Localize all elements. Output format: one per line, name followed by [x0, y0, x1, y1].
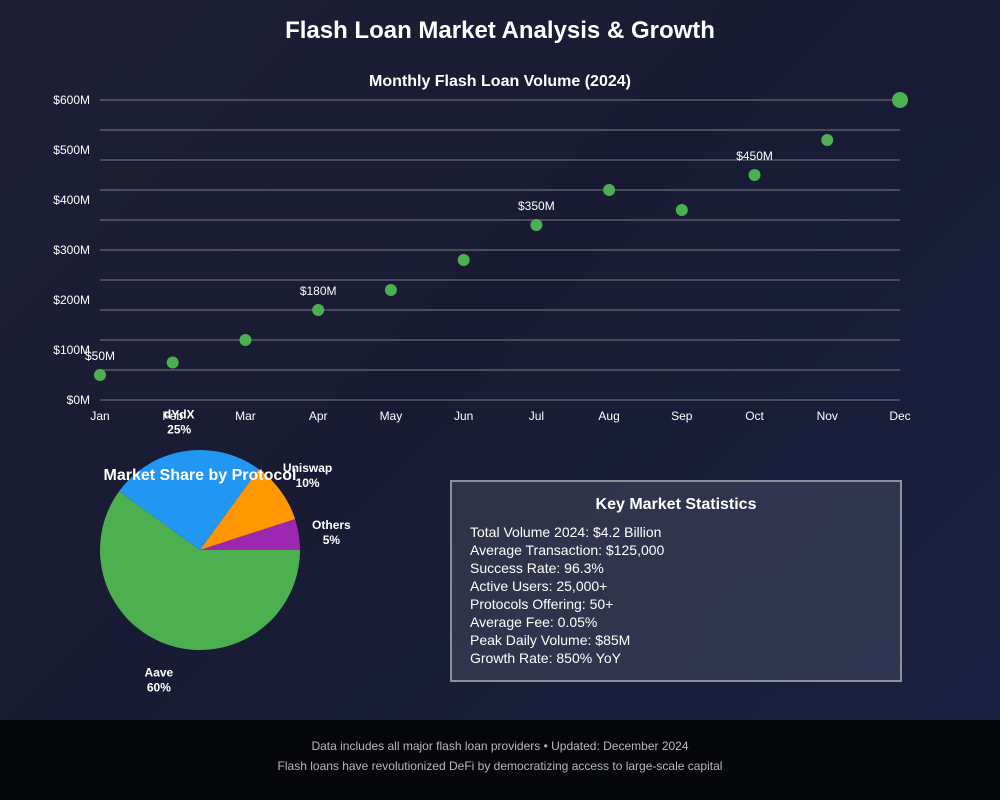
x-tick-label: Jun — [454, 409, 473, 423]
data-point — [239, 334, 252, 346]
data-label: $450M — [736, 149, 773, 163]
key-stats-panel: Key Market Statistics Total Volume 2024:… — [450, 480, 902, 682]
key-stats-title: Key Market Statistics — [595, 496, 757, 513]
data-label: $180M — [300, 284, 337, 298]
y-tick-label: $0M — [67, 393, 90, 407]
footer-note-1: Data includes all major flash loan provi… — [311, 739, 689, 753]
y-tick-label: $600M — [53, 93, 90, 107]
x-tick-label: Aug — [598, 409, 619, 423]
data-point — [892, 92, 908, 108]
pie-label-value: 25% — [167, 423, 191, 437]
x-tick-label: Feb — [162, 409, 183, 423]
key-stats-list: Total Volume 2024: $4.2 Billion Average … — [470, 523, 664, 667]
pie-label-name: Uniswap — [283, 461, 332, 475]
stat-item: Average Transaction: $125,000 — [470, 542, 665, 558]
y-tick-label: $100M — [53, 343, 90, 357]
data-label: $350M — [518, 199, 555, 213]
x-tick-label: Dec — [889, 409, 910, 423]
y-tick-label: $400M — [53, 193, 90, 207]
volume-chart-gridlines — [100, 99, 900, 401]
footer: Data includes all major flash loan provi… — [0, 720, 1000, 800]
data-point — [675, 204, 688, 216]
y-tick-label: $200M — [53, 293, 90, 307]
footer-note-2: Flash loans have revolutionized DeFi by … — [277, 759, 723, 773]
pie-chart-title: Market Share by Protocol — [104, 467, 297, 484]
data-point — [312, 304, 325, 316]
x-tick-label: Mar — [235, 409, 256, 423]
pie-slice-aave — [100, 491, 300, 651]
stat-item: Total Volume 2024: $4.2 Billion — [470, 524, 662, 540]
data-point — [457, 254, 470, 266]
pie-label-value: 60% — [147, 681, 171, 695]
data-point — [603, 184, 616, 196]
pie-slice-others — [200, 519, 300, 550]
y-tick-label: $500M — [53, 143, 90, 157]
pie-slice-uniswap — [200, 469, 296, 550]
volume-chart-points: $50M $180M $350M $450M — [85, 92, 908, 381]
x-tick-label: May — [380, 409, 403, 423]
stat-item: Growth Rate: 850% YoY — [470, 650, 621, 666]
data-point — [748, 169, 761, 181]
pie-label-name: Aave — [145, 666, 174, 680]
pie-label-value: 5% — [323, 533, 341, 547]
volume-chart-title: Monthly Flash Loan Volume (2024) — [369, 73, 631, 90]
stat-item: Peak Daily Volume: $85M — [470, 632, 631, 648]
volume-chart-axes: $0M $100M $200M $300M $400M $500M $600M Jan Feb M… — [53, 93, 910, 423]
x-tick-label: Jan — [90, 409, 109, 423]
pie-slice-dydx — [119, 450, 259, 550]
pie-label-name: Others — [312, 518, 351, 532]
y-tick-label: $300M — [53, 243, 90, 257]
stat-item: Active Users: 25,000+ — [470, 578, 608, 594]
x-tick-label: Nov — [817, 409, 838, 423]
data-point — [166, 356, 179, 369]
data-point — [821, 134, 834, 146]
x-tick-label: Jul — [529, 409, 544, 423]
pie-label-name: dYdX — [164, 408, 195, 422]
stat-item: Success Rate: 96.3% — [470, 560, 604, 576]
x-tick-label: Sep — [671, 409, 693, 423]
data-point — [94, 369, 106, 381]
stat-item: Average Fee: 0.05% — [470, 614, 598, 630]
data-point — [384, 284, 397, 296]
data-point — [530, 219, 543, 231]
charts-canvas: $0M $100M $200M $300M $400M $500M $600M Jan Feb M… — [53, 73, 910, 695]
page-title: Flash Loan Market Analysis & Growth — [285, 17, 715, 44]
data-label: $50M — [85, 349, 115, 363]
x-tick-label: Oct — [745, 409, 764, 423]
stat-item: Protocols Offering: 50+ — [470, 596, 614, 612]
pie-label-value: 10% — [296, 476, 320, 490]
x-tick-label: Apr — [309, 409, 328, 423]
